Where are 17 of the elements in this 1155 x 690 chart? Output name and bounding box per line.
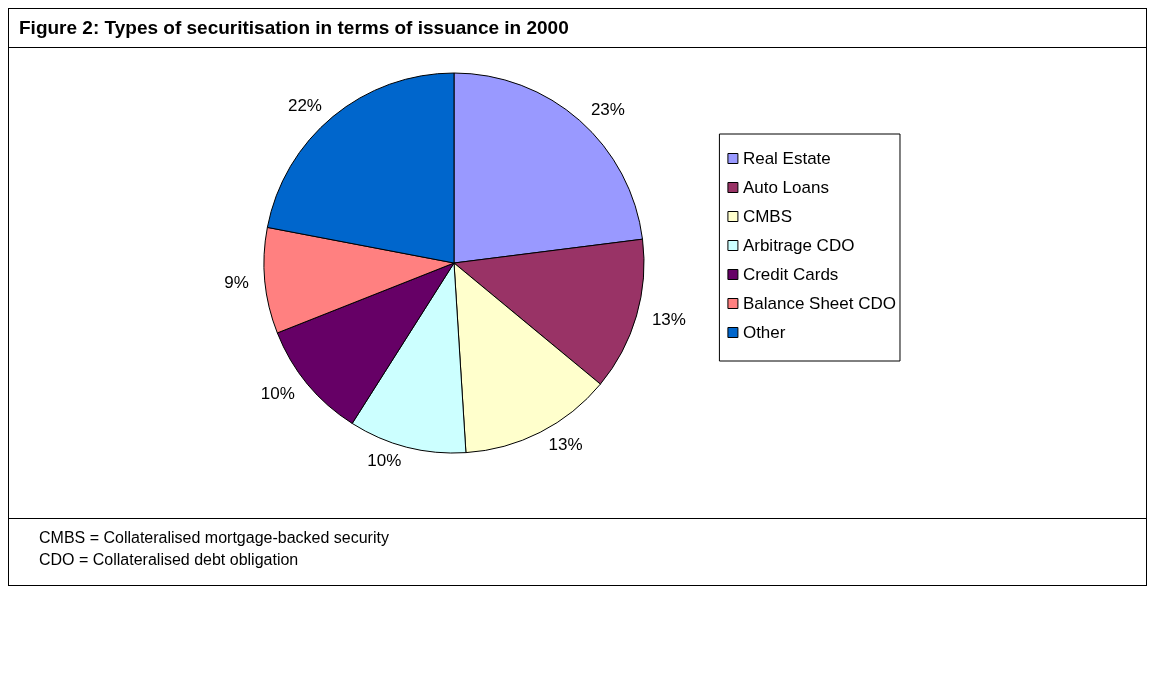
text: CDO = Collateralised debt obligation xyxy=(39,550,300,570)
legend-label: Other xyxy=(742,323,786,342)
legend-label: Real Estate xyxy=(742,149,831,168)
chart-title: Figure 2: Types of securitisation in terms of issuance in 2000 xyxy=(9,9,1146,48)
data-label: 10% xyxy=(260,383,295,403)
data-label: 10% xyxy=(367,451,402,471)
legend-label: Auto Loans xyxy=(742,178,829,197)
legend-label: Balance Sheet CDO xyxy=(742,294,897,313)
data-label: 9% xyxy=(224,272,249,292)
data-label: 13% xyxy=(651,310,686,330)
data-label: 13% xyxy=(548,435,583,455)
legend-label: CMBS xyxy=(742,207,793,226)
data-label: 23% xyxy=(590,100,625,120)
data-label: 22% xyxy=(287,96,322,116)
legend-label: Credit Cards xyxy=(742,265,839,284)
text: CMBS = Collateralised mortgage-backed security xyxy=(39,528,390,548)
legend-label: Arbitrage CDO xyxy=(742,236,855,255)
